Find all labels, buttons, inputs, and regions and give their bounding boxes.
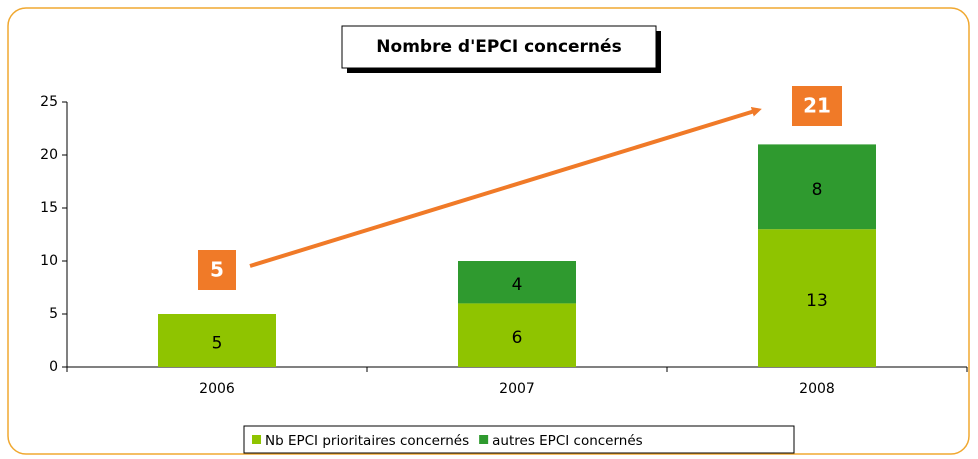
y-tick-label: 5 xyxy=(49,306,58,322)
legend-label: Nb EPCI prioritaires concernés xyxy=(265,433,469,449)
bar-segment xyxy=(158,314,276,367)
bar-segment xyxy=(458,303,576,367)
chart-title: Nombre d'EPCI concernés xyxy=(376,37,621,57)
annotation-box xyxy=(198,250,236,290)
legend-box xyxy=(243,425,795,454)
trend-arrow xyxy=(249,106,762,268)
bar-value-label: 8 xyxy=(812,180,823,200)
x-tick-label: 2007 xyxy=(499,381,535,397)
title-box xyxy=(341,25,657,69)
y-tick-label: 15 xyxy=(40,200,58,216)
bar-segment xyxy=(458,261,576,304)
annotation-label: 21 xyxy=(803,94,831,118)
y-tick-label: 10 xyxy=(40,253,58,269)
bar-value-label: 5 xyxy=(212,334,223,354)
y-tick-label: 0 xyxy=(49,359,58,375)
legend-label: autres EPCI concernés xyxy=(492,433,643,449)
y-tick-label: 20 xyxy=(40,147,58,163)
bar-segment xyxy=(758,229,876,367)
y-tick-label: 25 xyxy=(40,94,58,110)
x-tick-label: 2006 xyxy=(199,381,235,397)
bar-value-label: 4 xyxy=(512,275,523,295)
legend-swatch xyxy=(479,435,489,444)
annotation-box xyxy=(792,86,842,126)
bar-value-label: 6 xyxy=(512,328,523,348)
legend-swatch xyxy=(252,435,261,444)
bar-segment xyxy=(758,144,876,230)
annotation-label: 5 xyxy=(210,258,224,282)
bar-value-label: 13 xyxy=(806,291,828,311)
x-tick-label: 2008 xyxy=(799,381,835,397)
